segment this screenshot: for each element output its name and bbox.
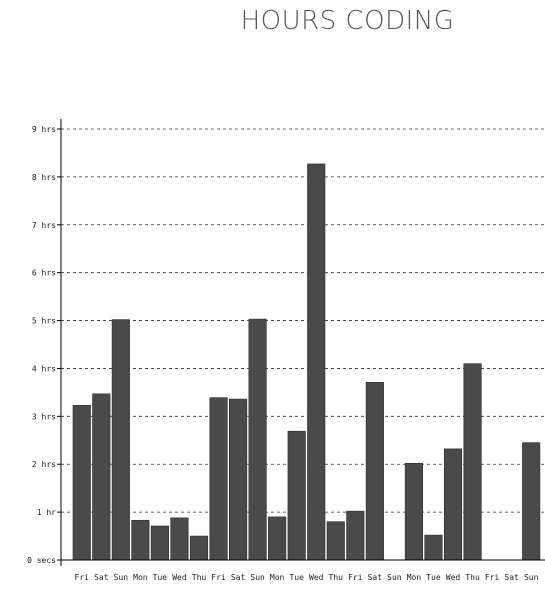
x-tick-label: Sat: [94, 573, 109, 582]
labels: 0 secs 1 hr 2 hrs 3 hrs 4 hrs 5 hrs 6 hrs 7 hrs…: [27, 125, 539, 582]
x-tick-label: Sat: [504, 573, 519, 582]
x-tick-label: Mon: [270, 573, 285, 582]
chart-title: HOURS CODING: [240, 6, 455, 36]
bar: [268, 516, 287, 561]
x-tick-label: Sat: [231, 573, 246, 582]
bars: [72, 163, 541, 561]
x-tick-label: Sat: [368, 573, 383, 582]
x-tick-label: Tue: [289, 573, 304, 582]
x-tick-label: Fri: [485, 573, 500, 582]
bar: [209, 397, 228, 561]
axes: [57, 119, 545, 566]
x-tick-label: Thu: [465, 573, 480, 582]
x-tick-label: Tue: [153, 573, 168, 582]
y-tick-label: 4 hrs: [32, 364, 56, 373]
bar: [424, 534, 443, 561]
y-tick-label: 2 hrs: [32, 460, 56, 469]
x-tick-label: Fri: [348, 573, 363, 582]
x-tick-label: Sun: [250, 573, 265, 582]
bar: [229, 398, 248, 561]
x-tick-label: Thu: [192, 573, 207, 582]
bar: [365, 382, 384, 561]
y-tick-label: 5 hrs: [32, 317, 56, 326]
bar: [111, 319, 130, 561]
x-tick-label: Sun: [524, 573, 539, 582]
bar: [463, 363, 482, 561]
x-tick-label: Sun: [387, 573, 402, 582]
x-tick-label: Fri: [75, 573, 90, 582]
bar: [248, 318, 267, 561]
bar: [92, 393, 111, 561]
x-tick-label: Wed: [172, 573, 187, 582]
y-tick-label: 0 secs: [27, 556, 56, 565]
bar: [189, 535, 209, 561]
bar: [72, 405, 91, 561]
bar: [307, 163, 326, 561]
bar: [150, 525, 169, 561]
x-tick-label: Wed: [446, 573, 461, 582]
bar: [346, 510, 365, 561]
y-tick-label: 9 hrs: [32, 125, 56, 134]
bar: [404, 462, 423, 561]
bar: [131, 519, 150, 561]
x-tick-label: Mon: [133, 573, 148, 582]
bar: [522, 442, 541, 561]
x-tick-label: Thu: [329, 573, 344, 582]
x-tick-label: Fri: [211, 573, 226, 582]
y-tick-label: 6 hrs: [32, 269, 56, 278]
y-tick-label: 3 hrs: [32, 412, 56, 421]
y-tick-label: 7 hrs: [32, 221, 56, 230]
bar: [170, 517, 189, 561]
bar: [326, 521, 345, 561]
bar: [287, 430, 306, 561]
x-tick-label: Mon: [407, 573, 422, 582]
y-tick-label: 1 hr: [37, 508, 56, 517]
bar: [443, 448, 463, 561]
y-tick-label: 8 hrs: [32, 173, 56, 182]
x-tick-label: Sun: [114, 573, 129, 582]
x-tick-label: Wed: [309, 573, 324, 582]
x-tick-label: Tue: [426, 573, 441, 582]
